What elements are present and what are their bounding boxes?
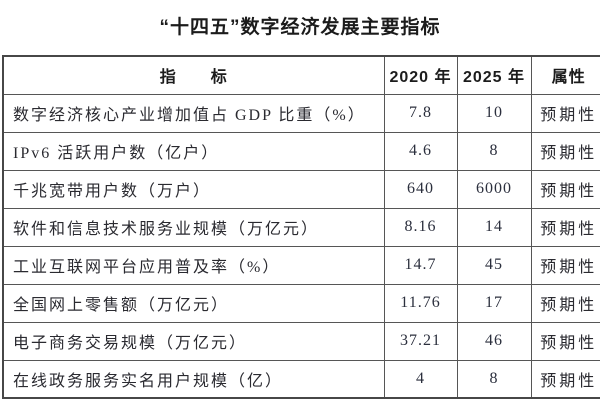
col-header-2025: 2025 年 <box>456 55 532 95</box>
value-2020-cell: 7.8 <box>383 93 458 133</box>
indicators-table-container: 指 标 2020 年 2025 年 属性 数字经济核心产业增加值占 GDP 比重… <box>2 55 600 402</box>
indicator-cell: IPv6 活跃用户数（亿户） <box>2 131 385 171</box>
attribute-cell: 预期性 <box>530 131 600 171</box>
value-2025-cell: 6000 <box>456 169 532 209</box>
table-row: 电子商务交易规模（万亿元） 37.21 46 预期性 <box>2 321 600 361</box>
value-2025-cell: 46 <box>456 321 532 361</box>
value-2025-cell: 8 <box>456 359 532 399</box>
value-2020-cell: 14.7 <box>383 245 458 285</box>
table-row: 全国网上零售额（万亿元） 11.76 17 预期性 <box>2 283 600 323</box>
col-header-indicator: 指 标 <box>2 55 385 95</box>
indicators-table: 指 标 2020 年 2025 年 属性 数字经济核心产业增加值占 GDP 比重… <box>2 55 600 399</box>
value-2020-cell: 4.6 <box>383 131 458 171</box>
table-row: IPv6 活跃用户数（亿户） 4.6 8 预期性 <box>2 131 600 171</box>
value-2025-cell: 14 <box>456 207 532 247</box>
table-row: 软件和信息技术服务业规模（万亿元） 8.16 14 预期性 <box>2 207 600 247</box>
indicator-cell: 在线政务服务实名用户规模（亿） <box>2 359 385 399</box>
value-2025-cell: 17 <box>456 283 532 323</box>
attribute-cell: 预期性 <box>530 93 600 133</box>
attribute-cell: 预期性 <box>530 245 600 285</box>
col-header-attribute: 属性 <box>530 55 600 95</box>
indicator-cell: 数字经济核心产业增加值占 GDP 比重（%） <box>2 93 385 133</box>
value-2020-cell: 8.16 <box>383 207 458 247</box>
indicator-cell: 全国网上零售额（万亿元） <box>2 283 385 323</box>
table-row: 工业互联网平台应用普及率（%） 14.7 45 预期性 <box>2 245 600 285</box>
value-2020-cell: 11.76 <box>383 283 458 323</box>
indicator-cell: 电子商务交易规模（万亿元） <box>2 321 385 361</box>
attribute-cell: 预期性 <box>530 169 600 209</box>
indicator-cell: 软件和信息技术服务业规模（万亿元） <box>2 207 385 247</box>
attribute-cell: 预期性 <box>530 283 600 323</box>
page-title: “十四五”数字经济发展主要指标 <box>159 17 441 38</box>
value-2020-cell: 37.21 <box>383 321 458 361</box>
attribute-cell: 预期性 <box>530 207 600 247</box>
table-row: 千兆宽带用户数（万户） 640 6000 预期性 <box>2 169 600 209</box>
table-header-row: 指 标 2020 年 2025 年 属性 <box>2 55 600 95</box>
table-row: 在线政务服务实名用户规模（亿） 4 8 预期性 <box>2 359 600 399</box>
value-2020-cell: 4 <box>383 359 458 399</box>
attribute-cell: 预期性 <box>530 359 600 399</box>
value-2025-cell: 8 <box>456 131 532 171</box>
attribute-cell: 预期性 <box>530 321 600 361</box>
indicator-cell: 工业互联网平台应用普及率（%） <box>2 245 385 285</box>
indicator-cell: 千兆宽带用户数（万户） <box>2 169 385 209</box>
value-2025-cell: 10 <box>456 93 532 133</box>
table-row: 数字经济核心产业增加值占 GDP 比重（%） 7.8 10 预期性 <box>2 93 600 133</box>
col-header-2020: 2020 年 <box>383 55 458 95</box>
value-2025-cell: 45 <box>456 245 532 285</box>
value-2020-cell: 640 <box>383 169 458 209</box>
